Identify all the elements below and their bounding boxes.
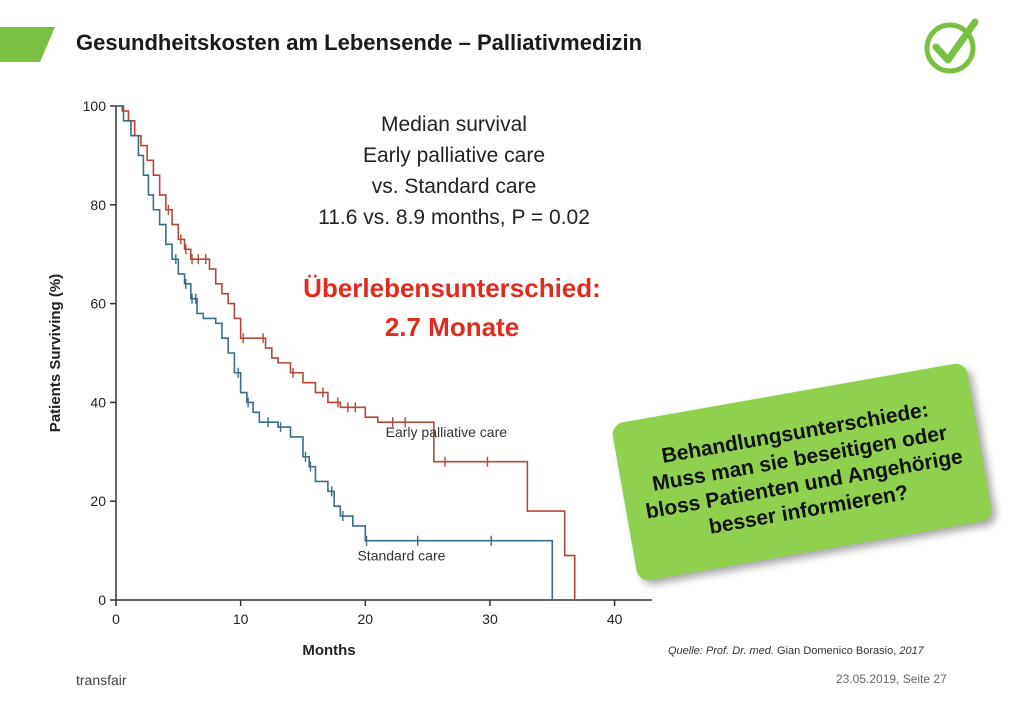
source-prefix: Quelle: Prof. Dr. med.	[668, 645, 774, 657]
annotation-line: vs. Standard care	[372, 175, 537, 198]
series-label-standard-care: Standard care	[357, 547, 445, 563]
x-tick-label: 20	[358, 611, 374, 627]
series-line-early-palliative	[116, 105, 576, 600]
x-tick-label: 0	[112, 611, 120, 627]
callout-text: Behandlungsunterschiede: Muss man sie be…	[643, 398, 965, 539]
x-axis-title: Months	[302, 642, 355, 659]
highlight-line: Überlebensunterschied:	[303, 273, 601, 303]
y-tick-label: 60	[90, 296, 106, 312]
footer-date: 23.05.2019, Seite 27	[836, 672, 947, 686]
source-year: 2017	[899, 645, 924, 657]
y-tick-label: 0	[98, 592, 106, 608]
source-citation: Quelle: Prof. Dr. med. Gian Domenico Bor…	[668, 645, 924, 657]
footer-brand: transfair	[76, 672, 127, 688]
annotation-line: 11.6 vs. 8.9 months, P = 0.02	[318, 206, 590, 229]
y-axis-title: Patients Surviving (%)	[47, 274, 64, 432]
green-parallelogram-logo	[0, 27, 55, 62]
x-tick-label: 10	[233, 611, 249, 627]
series-line-standard-care	[116, 105, 554, 600]
annotation-line: Median survival	[381, 113, 527, 136]
y-tick-label: 20	[90, 493, 106, 509]
annotation-line: Early palliative care	[363, 144, 545, 167]
y-tick-label: 40	[90, 394, 106, 410]
page-title: Gesundheitskosten am Lebensende – Pallia…	[76, 30, 643, 55]
x-tick-label: 30	[482, 611, 498, 627]
y-tick-label: 100	[83, 98, 107, 114]
x-tick-label: 40	[607, 611, 623, 627]
survival-chart: 0 20 40 60 80 100 0 10 20 30 40 Months Patients Surv…	[47, 98, 652, 659]
highlight-line: 2.7 Monate	[385, 312, 519, 342]
y-tick-label: 80	[90, 197, 106, 213]
check-circle-icon	[924, 18, 979, 74]
series-label-early-palliative: Early palliative care	[386, 424, 508, 440]
source-name: Gian Domenico Borasio,	[777, 645, 897, 657]
